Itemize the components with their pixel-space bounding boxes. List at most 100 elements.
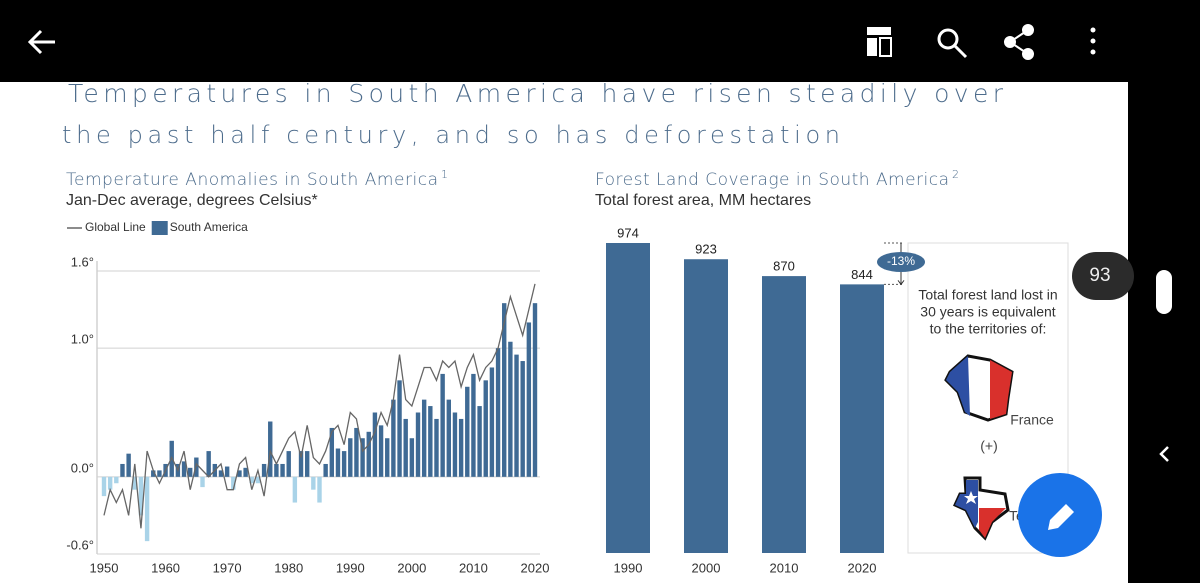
bar [520, 361, 525, 477]
bar [261, 463, 267, 477]
bar [428, 406, 433, 477]
bar [151, 470, 156, 477]
y-tick-label: 1.0° [71, 332, 94, 347]
chart-title: Temperature Anomalies in South America [66, 170, 438, 190]
y-tick-label: -0.6° [66, 537, 94, 552]
bar [317, 476, 322, 503]
bar [385, 438, 390, 477]
bar [526, 322, 532, 477]
france-icon [944, 354, 1014, 422]
bar [243, 467, 248, 477]
value-label: 870 [773, 259, 795, 274]
bar [101, 476, 107, 497]
bar [194, 457, 199, 477]
bar [323, 463, 328, 477]
bar [138, 476, 144, 516]
bar [502, 303, 507, 477]
bar [508, 341, 513, 477]
callout-text: 30 years is equivalent [920, 304, 1056, 320]
bar [840, 284, 884, 553]
page-number-pill [1072, 252, 1134, 300]
bar [403, 418, 408, 477]
bar [237, 470, 242, 477]
chart-subtitle: Total forest area, MM hectares [595, 192, 811, 209]
bar [465, 386, 470, 477]
bar [311, 476, 316, 490]
bar [120, 463, 125, 477]
texas-icon [953, 476, 1010, 541]
legend-swatch [151, 221, 168, 235]
bar [298, 451, 304, 477]
page-number: 93 [1089, 265, 1110, 286]
legend-label: Global Line [85, 220, 146, 234]
bar [218, 470, 224, 477]
bar [489, 367, 495, 477]
edit-button[interactable] [1018, 473, 1102, 557]
bar [231, 476, 236, 490]
bar [348, 438, 353, 477]
bar [304, 451, 310, 477]
x-tick-label: 2000 [397, 560, 426, 575]
bar [274, 463, 279, 477]
share-button[interactable] [1004, 24, 1034, 60]
value-label: 974 [617, 225, 639, 240]
bar [514, 354, 519, 477]
back-button[interactable] [27, 29, 55, 55]
x-tick-label: 2020 [848, 560, 877, 575]
bar [181, 461, 187, 477]
y-tick-label: 0.0° [71, 460, 94, 475]
x-tick-label: 2010 [459, 560, 488, 575]
x-tick-label: 2010 [770, 560, 799, 575]
bar [446, 399, 451, 477]
value-label: 923 [695, 242, 717, 257]
bar [249, 476, 254, 484]
bar [255, 476, 261, 484]
scroll-handle[interactable] [1156, 270, 1172, 314]
bar [144, 476, 150, 542]
bar [483, 380, 488, 477]
side-panel-toggle[interactable] [1159, 446, 1169, 462]
search-button[interactable] [937, 28, 968, 59]
more-button[interactable] [1090, 27, 1096, 55]
change-label: -13% [887, 254, 915, 268]
bar [360, 438, 365, 477]
x-tick-label: 1950 [90, 560, 119, 575]
x-tick-label: 1960 [151, 560, 180, 575]
bar [391, 399, 396, 477]
bar [409, 438, 415, 477]
y-tick-label: 1.6° [71, 254, 94, 269]
bar [188, 467, 193, 477]
bar [286, 451, 291, 477]
callout-item: France [1010, 412, 1054, 428]
bar [606, 243, 650, 553]
bar [397, 380, 402, 477]
reading-mode-button[interactable] [867, 27, 892, 57]
bar [762, 276, 806, 553]
bracket [884, 242, 902, 285]
bar [200, 476, 205, 488]
bar [329, 427, 335, 477]
footnote-mark: 1 [441, 168, 448, 181]
bar [440, 373, 445, 477]
bar [107, 476, 113, 490]
bar [335, 448, 341, 477]
callout-item: (+) [980, 438, 998, 454]
footnote-mark: 2 [952, 168, 959, 181]
bar [366, 431, 371, 477]
bar [471, 373, 476, 477]
bar [292, 476, 298, 503]
callout-text: Total forest land lost in [918, 287, 1057, 303]
x-tick-label: 2020 [521, 560, 550, 575]
bar [132, 476, 137, 490]
bar [372, 412, 378, 477]
bar [421, 399, 427, 477]
global-line [103, 283, 536, 529]
value-label: 844 [851, 267, 873, 282]
bar [495, 348, 501, 477]
chart-title: Forest Land Coverage in South America [595, 170, 949, 190]
bar [378, 425, 384, 477]
bar [354, 427, 359, 477]
bar [157, 470, 162, 477]
